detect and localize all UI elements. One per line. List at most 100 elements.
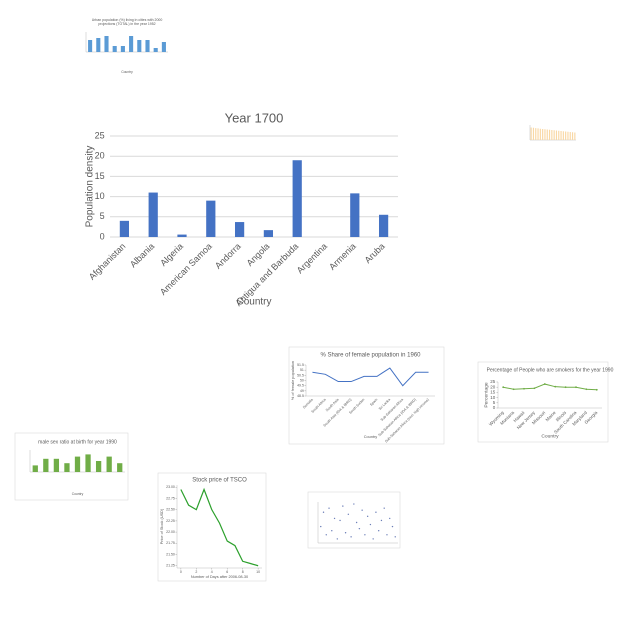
y-tick-label: 22.75	[166, 496, 175, 500]
bar	[350, 193, 360, 237]
y-tick-label: 23.00	[166, 485, 175, 489]
point	[325, 534, 327, 536]
bar	[553, 130, 555, 140]
bar	[64, 463, 70, 472]
x-tick-label: Somalia	[302, 398, 314, 410]
bar	[88, 40, 93, 52]
bar	[137, 40, 142, 52]
chart-title: % Share of female population in 1960	[320, 353, 421, 359]
bar	[153, 48, 158, 52]
y-tick-label: 10	[490, 395, 496, 400]
x-axis-title: Country	[72, 492, 84, 496]
y-tick-label: 51	[300, 368, 304, 372]
point	[543, 383, 546, 385]
chart-frame	[307, 491, 401, 549]
point	[320, 525, 322, 528]
bar	[32, 465, 38, 472]
point	[502, 386, 505, 389]
chart-title: male sex ratio at birth for year 1990	[38, 439, 117, 445]
x-tick-label: Andorra	[213, 241, 243, 271]
y-tick-label: 22.50	[166, 508, 175, 512]
bar	[234, 222, 245, 237]
bar	[117, 463, 123, 472]
y-tick-label: 15	[490, 390, 496, 395]
bar	[532, 127, 535, 140]
x-tick-label: American Samoa	[158, 241, 214, 297]
point	[336, 538, 339, 540]
bar	[119, 220, 130, 237]
x-tick-label: Spain	[369, 398, 378, 407]
bar	[292, 160, 302, 237]
point	[380, 519, 383, 522]
point	[389, 517, 391, 520]
chart-title: projections (TOTAL) in the year 1952	[98, 22, 155, 26]
point	[328, 507, 330, 509]
y-axis-title: Percentage	[483, 382, 489, 408]
point	[523, 387, 525, 390]
y-tick-label: 25	[490, 379, 496, 384]
x-tick-label: Angola	[245, 241, 272, 268]
bar	[85, 454, 91, 472]
bar	[206, 200, 216, 237]
x-tick-label: Argentina	[295, 241, 329, 275]
bar	[161, 42, 166, 52]
point	[377, 530, 380, 532]
point	[386, 534, 388, 536]
bar	[558, 130, 560, 140]
bar	[177, 234, 187, 237]
point	[361, 509, 363, 511]
chart-title: Year 1700	[225, 110, 284, 125]
point	[585, 388, 588, 391]
bar	[569, 132, 571, 140]
chart-title: Percentage of People who are smokers for…	[487, 367, 614, 373]
point	[375, 511, 377, 513]
x-tick-label: Algeria	[158, 241, 185, 268]
y-axis-title: Population density	[85, 146, 96, 228]
y-axis-title: % of female population	[291, 361, 295, 400]
x-tick-label: Aruba	[363, 241, 387, 265]
bar	[74, 456, 81, 472]
point	[331, 530, 333, 532]
x-tick-label: 6	[226, 570, 228, 574]
point	[391, 525, 394, 528]
y-tick-label: 0	[100, 231, 105, 241]
bar	[378, 214, 389, 237]
chart-frame	[288, 346, 445, 445]
y-tick-label: 48.5	[297, 394, 304, 398]
point	[564, 386, 567, 389]
x-tick-label: Afghanistan	[87, 241, 128, 282]
point	[355, 521, 358, 524]
bar	[544, 129, 546, 140]
y-tick-label: 50	[300, 378, 304, 382]
point	[554, 385, 557, 388]
y-tick-label: 22.25	[166, 519, 175, 523]
point	[342, 505, 344, 507]
y-tick-label: 25	[95, 130, 105, 140]
point	[394, 536, 396, 538]
y-tick-label: 21.75	[166, 541, 175, 545]
x-axis-title: Country	[541, 433, 559, 439]
bar	[96, 38, 101, 52]
bar	[539, 128, 541, 140]
x-tick-label: 2	[195, 570, 197, 574]
bar	[53, 458, 60, 472]
y-tick-label: 10	[95, 191, 105, 201]
point	[366, 515, 369, 518]
point	[533, 387, 536, 390]
chart-title: Stock price of TSCO	[192, 478, 247, 484]
bar	[145, 40, 150, 52]
bar	[537, 128, 539, 140]
point	[369, 523, 372, 526]
x-axis-title: Country	[364, 435, 378, 439]
point	[364, 534, 366, 536]
bar	[542, 129, 544, 140]
y-tick-label: 51.5	[297, 363, 304, 367]
y-tick-label: 5	[100, 211, 105, 221]
bar	[562, 131, 564, 140]
point	[383, 507, 385, 509]
point	[322, 511, 325, 513]
point	[339, 519, 341, 522]
x-axis-title: Country	[236, 297, 271, 308]
x-axis-title: Number of Days after 2006-08-30	[191, 575, 248, 579]
point	[372, 538, 374, 540]
